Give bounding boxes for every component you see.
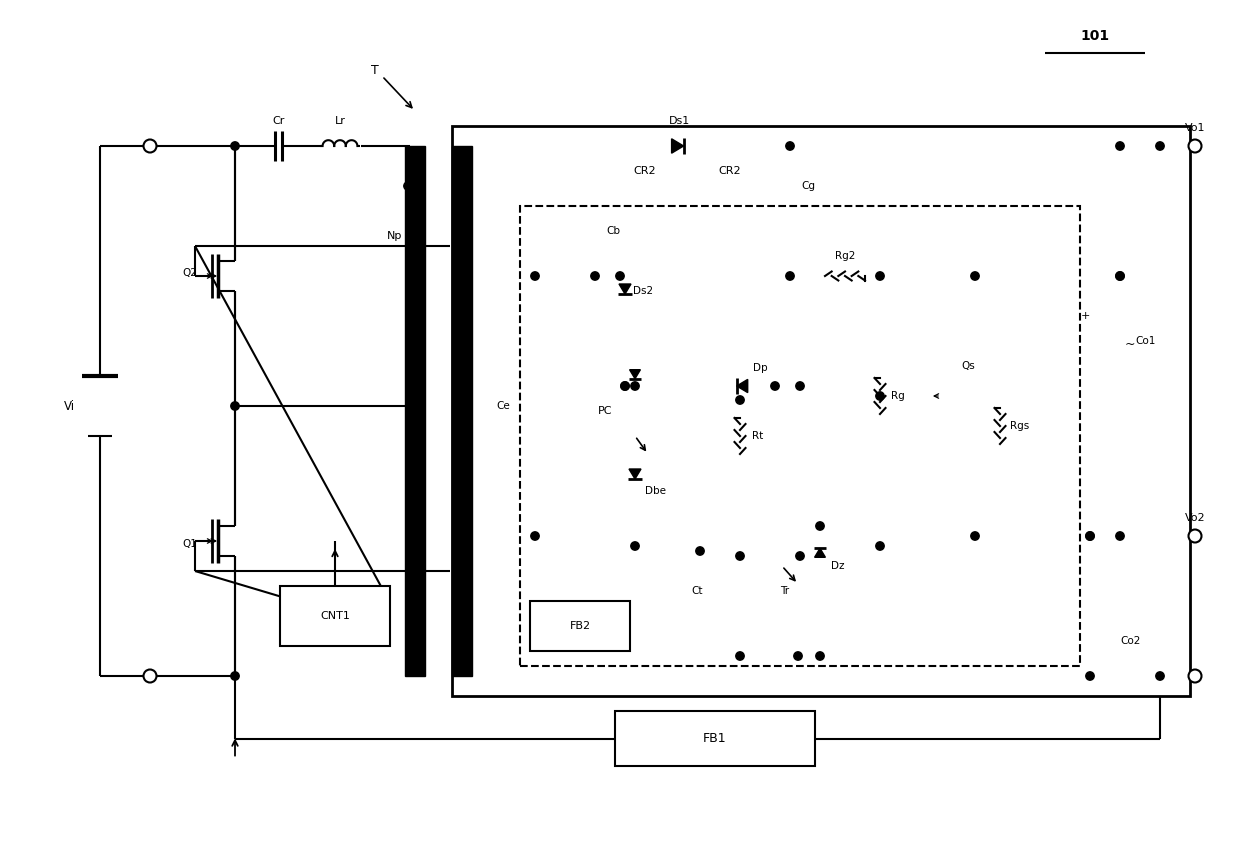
Text: Ds1: Ds1 bbox=[670, 116, 691, 126]
Circle shape bbox=[621, 382, 629, 391]
Text: PC: PC bbox=[598, 406, 613, 416]
Text: FB1: FB1 bbox=[703, 732, 727, 745]
Circle shape bbox=[531, 272, 539, 281]
Text: Dp: Dp bbox=[753, 363, 768, 373]
Polygon shape bbox=[630, 370, 640, 378]
Text: Rt: Rt bbox=[753, 431, 764, 441]
Polygon shape bbox=[629, 469, 641, 479]
Circle shape bbox=[531, 532, 539, 540]
Circle shape bbox=[616, 272, 624, 281]
Text: T: T bbox=[371, 64, 379, 77]
Circle shape bbox=[794, 652, 802, 660]
Bar bbox=[453, 126, 1190, 696]
Circle shape bbox=[621, 382, 629, 391]
Text: Dbe: Dbe bbox=[645, 486, 666, 496]
Text: +: + bbox=[1080, 311, 1090, 321]
Text: FB2: FB2 bbox=[569, 621, 590, 631]
Circle shape bbox=[875, 272, 884, 281]
Text: Rg2: Rg2 bbox=[835, 251, 856, 261]
Circle shape bbox=[816, 522, 825, 530]
Circle shape bbox=[231, 672, 239, 680]
Bar bbox=[453, 146, 472, 676]
Text: Cr: Cr bbox=[273, 116, 285, 126]
Text: CR2: CR2 bbox=[634, 166, 656, 176]
Circle shape bbox=[631, 542, 639, 550]
Circle shape bbox=[144, 139, 156, 152]
Circle shape bbox=[590, 272, 599, 281]
Circle shape bbox=[231, 142, 239, 150]
Bar bbox=[280, 586, 391, 646]
Circle shape bbox=[1156, 142, 1164, 150]
Circle shape bbox=[631, 382, 639, 391]
Polygon shape bbox=[672, 139, 683, 153]
Circle shape bbox=[875, 391, 884, 400]
Circle shape bbox=[404, 182, 412, 191]
Text: Lr: Lr bbox=[335, 116, 346, 126]
Text: Co2: Co2 bbox=[1120, 636, 1141, 646]
Circle shape bbox=[796, 552, 805, 560]
Circle shape bbox=[231, 402, 239, 410]
Circle shape bbox=[1086, 672, 1094, 680]
Text: Vo1: Vo1 bbox=[1184, 123, 1205, 133]
Circle shape bbox=[735, 652, 744, 660]
Polygon shape bbox=[619, 284, 631, 294]
Circle shape bbox=[786, 142, 794, 150]
Text: Cb: Cb bbox=[606, 226, 620, 236]
Circle shape bbox=[786, 272, 794, 281]
Text: CNT1: CNT1 bbox=[320, 611, 350, 621]
Circle shape bbox=[1188, 529, 1202, 542]
Text: ~: ~ bbox=[1125, 338, 1136, 351]
Circle shape bbox=[1116, 272, 1125, 281]
Text: Ds2: Ds2 bbox=[632, 286, 653, 296]
Text: Q1: Q1 bbox=[182, 539, 197, 549]
Circle shape bbox=[735, 552, 744, 560]
Circle shape bbox=[971, 532, 980, 540]
Text: 101: 101 bbox=[1080, 29, 1110, 43]
Text: Q2: Q2 bbox=[182, 268, 197, 278]
Circle shape bbox=[1116, 272, 1125, 281]
Text: Dz: Dz bbox=[831, 561, 844, 571]
Text: Qs: Qs bbox=[961, 361, 975, 371]
Text: CR2: CR2 bbox=[719, 166, 742, 176]
Circle shape bbox=[1188, 669, 1202, 682]
Circle shape bbox=[1156, 672, 1164, 680]
Text: Ns2: Ns2 bbox=[495, 536, 516, 546]
Text: +: + bbox=[1055, 618, 1065, 628]
Text: Rg: Rg bbox=[892, 391, 905, 401]
Text: Cg: Cg bbox=[801, 181, 815, 191]
Circle shape bbox=[464, 562, 472, 570]
Bar bbox=[615, 711, 815, 766]
Circle shape bbox=[464, 247, 472, 255]
Text: Np: Np bbox=[387, 231, 402, 241]
Circle shape bbox=[1086, 532, 1094, 540]
Text: Ns1: Ns1 bbox=[495, 266, 516, 276]
Bar bbox=[520, 206, 1080, 666]
Text: Vo2: Vo2 bbox=[1184, 513, 1205, 523]
Text: Co1: Co1 bbox=[1135, 336, 1156, 346]
Bar bbox=[529, 601, 630, 651]
Text: Ce: Ce bbox=[496, 401, 510, 411]
Text: Tr: Tr bbox=[780, 586, 790, 596]
Circle shape bbox=[696, 546, 704, 555]
Circle shape bbox=[144, 669, 156, 682]
Circle shape bbox=[816, 652, 825, 660]
Circle shape bbox=[1116, 532, 1125, 540]
Text: Ct: Ct bbox=[691, 586, 703, 596]
Circle shape bbox=[735, 396, 744, 404]
Bar bbox=[595, 391, 665, 461]
Circle shape bbox=[875, 542, 884, 550]
Circle shape bbox=[1116, 142, 1125, 150]
Bar bbox=[405, 146, 425, 676]
Circle shape bbox=[971, 272, 980, 281]
Text: Rgs: Rgs bbox=[1011, 421, 1029, 431]
Circle shape bbox=[796, 382, 805, 391]
Circle shape bbox=[771, 382, 779, 391]
Circle shape bbox=[1086, 532, 1094, 540]
Polygon shape bbox=[815, 548, 826, 558]
Circle shape bbox=[1188, 139, 1202, 152]
Text: Vi: Vi bbox=[64, 399, 74, 412]
Polygon shape bbox=[737, 379, 748, 392]
